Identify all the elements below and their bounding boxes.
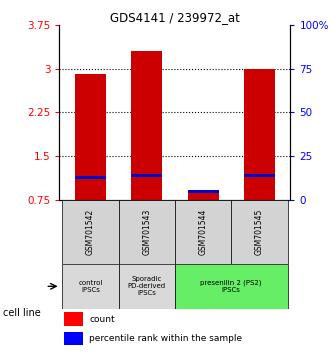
Text: GSM701544: GSM701544 xyxy=(199,209,208,255)
Text: GSM701545: GSM701545 xyxy=(255,209,264,255)
Bar xyxy=(187,190,218,193)
Text: GSM701542: GSM701542 xyxy=(86,209,95,255)
Text: count: count xyxy=(89,315,115,324)
Bar xyxy=(244,174,275,177)
Bar xyxy=(75,74,106,200)
Bar xyxy=(118,200,175,264)
Bar xyxy=(62,264,118,309)
Bar xyxy=(175,200,231,264)
Text: cell line: cell line xyxy=(3,308,41,318)
Text: presenilin 2 (PS2)
iPSCs: presenilin 2 (PS2) iPSCs xyxy=(201,280,262,293)
Bar xyxy=(131,51,162,200)
Bar xyxy=(175,264,287,309)
Bar xyxy=(64,313,82,326)
Bar xyxy=(231,200,287,264)
Bar xyxy=(118,264,175,309)
Bar xyxy=(187,192,218,200)
Text: percentile rank within the sample: percentile rank within the sample xyxy=(89,334,243,343)
Bar xyxy=(62,200,118,264)
Bar xyxy=(75,176,106,178)
Text: GSM701543: GSM701543 xyxy=(142,209,151,255)
Bar xyxy=(64,332,82,345)
Bar xyxy=(244,69,275,200)
Text: Sporadic
PD-derived
iPSCs: Sporadic PD-derived iPSCs xyxy=(128,276,166,296)
Title: GDS4141 / 239972_at: GDS4141 / 239972_at xyxy=(110,11,240,24)
Text: control
IPSCs: control IPSCs xyxy=(78,280,103,293)
Bar xyxy=(131,174,162,177)
